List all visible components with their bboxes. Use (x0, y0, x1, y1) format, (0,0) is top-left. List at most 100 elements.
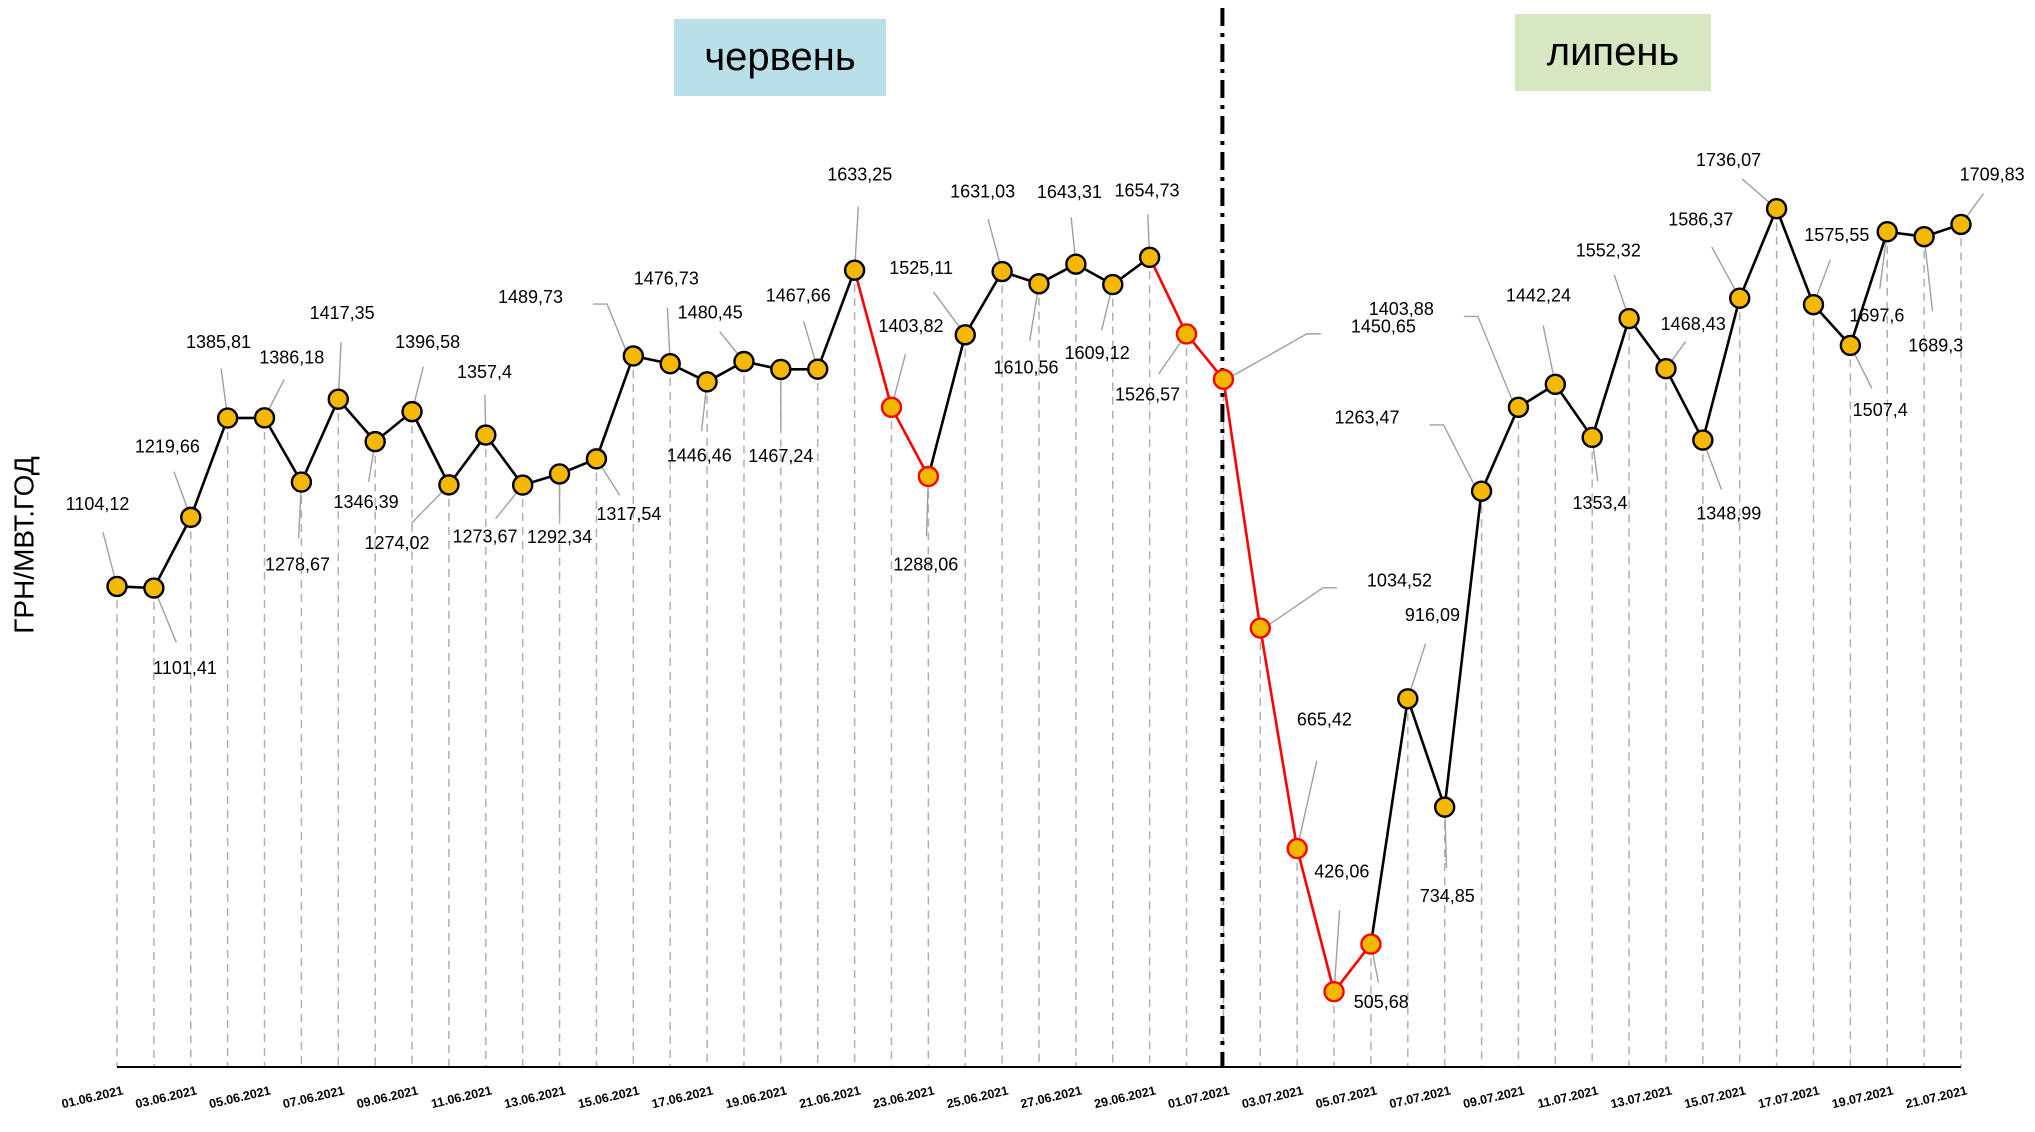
leader-line (1816, 259, 1831, 296)
data-label: 1274,02 (364, 533, 429, 553)
marker (991, 260, 1013, 283)
data-label: 1689,3 (1908, 335, 1963, 355)
x-tick-label: 27.06.2021 (1019, 1083, 1083, 1111)
leader-line (719, 331, 739, 355)
data-label: 1467,66 (766, 286, 831, 306)
marker (770, 358, 792, 381)
line-segment (1443, 491, 1483, 808)
data-label: 1552,32 (1576, 240, 1641, 260)
x-tick-label: 07.06.2021 (282, 1083, 346, 1111)
x-tick-label: 09.07.2021 (1462, 1083, 1526, 1111)
leader-line (854, 206, 860, 261)
x-tick-label: 05.07.2021 (1314, 1083, 1378, 1111)
marker (1065, 253, 1087, 275)
x-tick-label: 03.06.2021 (134, 1083, 198, 1111)
data-label: 1278,67 (265, 555, 330, 575)
data-label: 1219,66 (135, 437, 200, 457)
data-label: 1610,56 (993, 358, 1058, 378)
line-segment (1738, 208, 1778, 299)
line-segment (1295, 848, 1336, 992)
line-segment (1369, 698, 1410, 945)
data-label: 1609,12 (1065, 343, 1130, 363)
leader-line (220, 368, 228, 409)
leader-line (1429, 424, 1475, 485)
line-segment (595, 355, 635, 460)
leader-line (1028, 293, 1039, 341)
marker (364, 430, 386, 453)
leader-line (1147, 214, 1150, 248)
leader-line (601, 466, 621, 496)
marker (1544, 373, 1567, 396)
marker (1433, 796, 1456, 818)
leader-line (157, 597, 177, 643)
leader-line (1711, 246, 1736, 290)
data-label: 1263,47 (1334, 408, 1399, 428)
line-segment (1258, 627, 1299, 849)
leader-line (593, 303, 627, 350)
marker (1397, 688, 1419, 710)
marker (1729, 287, 1751, 309)
line-segment (1406, 698, 1446, 808)
data-label: 1575,55 (1804, 225, 1869, 245)
marker (290, 471, 313, 493)
leader-line (1592, 447, 1599, 482)
line-segment (853, 269, 893, 408)
data-label: 505,68 (1354, 992, 1409, 1012)
data-label: 1386,18 (259, 347, 324, 367)
marker (1692, 429, 1714, 451)
data-label: 1353,4 (1572, 493, 1627, 513)
leader-line (1613, 274, 1627, 310)
x-tick-label: 17.07.2021 (1757, 1083, 1821, 1111)
x-tick-label: 13.06.2021 (503, 1083, 567, 1111)
marker (1913, 225, 1935, 248)
data-label: 1385,81 (186, 332, 251, 352)
line-segment (189, 417, 229, 518)
marker (917, 465, 940, 488)
data-label: 1525,11 (889, 258, 953, 278)
x-tick-label: 23.06.2021 (872, 1083, 936, 1111)
marker (253, 407, 276, 429)
data-label: 1104,12 (66, 494, 130, 514)
line-segment (1664, 368, 1704, 441)
line-segment (1480, 406, 1520, 492)
leader-line (893, 353, 907, 398)
data-label: 1633,25 (827, 165, 892, 185)
leader-line (1705, 449, 1723, 490)
marker (1249, 617, 1271, 639)
marker (659, 353, 681, 375)
leader-line (1966, 193, 1984, 217)
line-segment (1849, 231, 1889, 346)
leader-line (925, 486, 929, 537)
data-label: 1507,4 (1853, 400, 1908, 420)
marker (585, 448, 608, 470)
data-label: 734,85 (1420, 886, 1475, 906)
data-label: 1357,4 (457, 362, 512, 382)
x-tick-label: 11.07.2021 (1536, 1083, 1599, 1111)
leader-line (1924, 246, 1934, 312)
x-tick-label: 15.06.2021 (577, 1083, 641, 1111)
data-label: 1442,24 (1506, 285, 1571, 305)
marker (438, 474, 460, 496)
data-label: 1476,73 (634, 269, 699, 289)
x-tick-label: 29.06.2021 (1093, 1083, 1157, 1111)
data-label: 1654,73 (1115, 180, 1180, 200)
leader-line (1157, 341, 1182, 375)
marker (1028, 273, 1050, 295)
leader-line (1232, 333, 1321, 377)
marker (327, 388, 349, 410)
data-label: 916,09 (1405, 605, 1460, 625)
leader-line (1854, 354, 1873, 389)
x-tick-label: 13.07.2021 (1609, 1083, 1673, 1111)
leader-line (1444, 817, 1448, 868)
month-label: липень (1547, 30, 1680, 74)
leader-line (1269, 587, 1337, 625)
leader-line (1070, 217, 1076, 255)
line-segment (927, 334, 967, 477)
x-tick-label: 09.06.2021 (355, 1083, 419, 1111)
month-label: червень (704, 35, 855, 79)
line-segment (1222, 379, 1262, 629)
marker (511, 474, 534, 496)
leader-line (268, 379, 285, 410)
marker (1950, 213, 1972, 236)
data-label: 1034,52 (1367, 571, 1432, 591)
